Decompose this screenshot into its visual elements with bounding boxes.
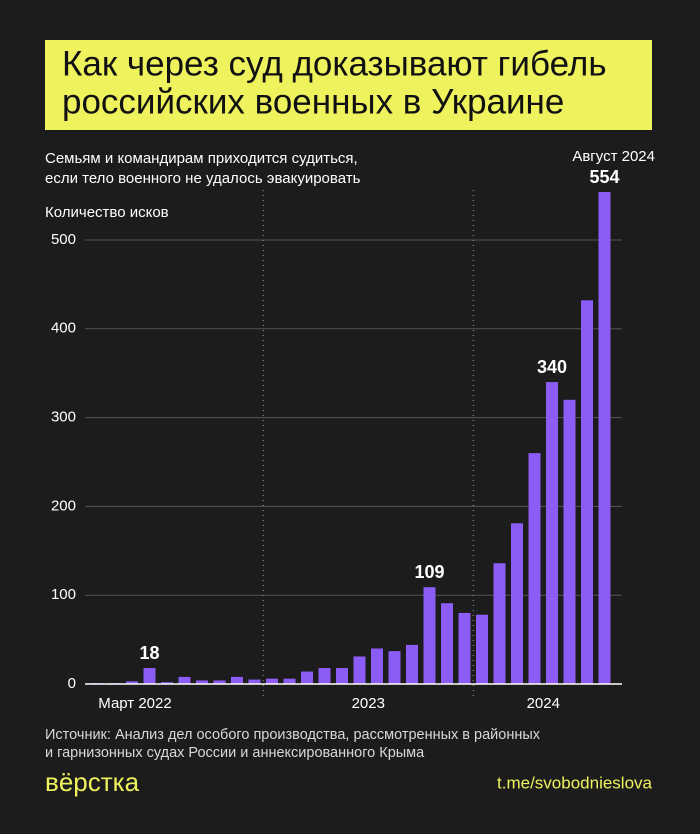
bar [598, 192, 611, 684]
data-label: 109 [414, 562, 444, 582]
bar [563, 399, 576, 684]
bar [301, 671, 313, 684]
y-tick-label: 300 [51, 409, 76, 426]
bar [388, 651, 401, 684]
y-tick-label: 100 [51, 586, 76, 603]
bar [546, 382, 558, 684]
period-label: Март 2022 [98, 695, 171, 712]
bar [266, 678, 278, 684]
bar [318, 668, 331, 684]
bar [458, 612, 471, 684]
data-label: 18 [139, 643, 159, 663]
bar [126, 681, 138, 684]
source: и гарнизонных судах России и аннексирова… [45, 745, 425, 761]
bar [231, 676, 243, 684]
bar [441, 603, 453, 684]
bar [493, 563, 506, 684]
chart-title: Как через суд доказывают гибель [62, 44, 607, 83]
logo: вёрстка [45, 767, 140, 797]
y-tick-label: 400 [51, 320, 76, 337]
data-label: 554 [589, 167, 619, 187]
y-tick-label: 0 [68, 675, 76, 692]
bar [196, 680, 208, 684]
bar [476, 614, 488, 684]
bar [178, 676, 191, 684]
annotation: Август 2024 [572, 148, 655, 165]
y-tick-label: 500 [51, 231, 76, 248]
bar [161, 682, 173, 684]
bar [581, 300, 593, 684]
source: Источник: Анализ дел особого производств… [45, 727, 541, 743]
bar [423, 587, 436, 684]
bar [406, 644, 418, 684]
bar [283, 678, 296, 684]
y-axis-label: Количество исков [45, 204, 169, 221]
subtitle: если тело военного не удалось эвакуирова… [45, 170, 361, 187]
subtitle: Семьям и командирам приходится судиться, [45, 150, 358, 167]
bar [511, 523, 523, 684]
bar [143, 668, 156, 684]
bar [336, 668, 348, 684]
title-box [45, 40, 652, 130]
y-tick-label: 200 [51, 497, 76, 514]
link: t.me/svobodnieslova [497, 773, 653, 792]
bar [371, 648, 383, 684]
bar [528, 453, 541, 684]
data-label: 340 [537, 357, 567, 377]
bar [353, 656, 366, 684]
bar [248, 679, 261, 684]
period-label: 2024 [527, 695, 560, 712]
period-label: 2023 [352, 695, 385, 712]
bar [213, 680, 226, 684]
chart-title: российских военных в Украине [62, 82, 564, 121]
